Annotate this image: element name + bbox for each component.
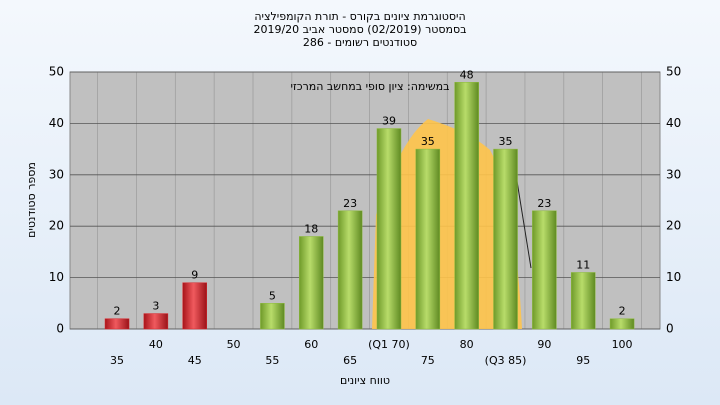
x-tick-label: 75: [421, 354, 435, 367]
x-tick-label: (Q3 85): [485, 354, 527, 367]
value-label: 3: [152, 300, 159, 313]
x-tick-label: 50: [227, 338, 241, 351]
y2-tick-label: 30: [666, 167, 681, 181]
bar: [143, 313, 169, 330]
value-label: 18: [304, 222, 318, 235]
bar: [104, 318, 130, 330]
x-tick-label: 45: [188, 354, 202, 367]
y2-tick-label: 50: [666, 65, 681, 79]
bar: [454, 82, 479, 330]
bar: [182, 282, 207, 330]
x-tick-label: 40: [149, 338, 163, 351]
y2-tick-label: 20: [666, 219, 681, 233]
x-tick-label: 80: [460, 338, 474, 351]
x-tick-label: 95: [576, 354, 590, 367]
y-tick-label: 40: [49, 116, 64, 130]
value-label: 11: [576, 258, 590, 271]
bar: [570, 272, 596, 330]
y-tick-label: 30: [49, 167, 64, 181]
x-tick-label: 90: [537, 338, 551, 351]
y2-tick-label: 10: [666, 270, 681, 284]
x-tick-label: 100: [612, 338, 633, 351]
value-label: 39: [382, 115, 396, 128]
value-label: 35: [499, 135, 513, 148]
x-tick-label: 35: [110, 354, 124, 367]
chart-subtitle: סטודנטים רשומים - 286: [303, 36, 417, 49]
bar: [299, 236, 324, 330]
value-label: 23: [343, 197, 357, 210]
value-label: 9: [191, 269, 198, 282]
value-label: 5: [269, 289, 276, 302]
bar: [376, 128, 402, 330]
value-label: 35: [421, 135, 435, 148]
annotation: במשימה: ציון סופי במחשב המרכזי: [290, 80, 449, 93]
value-label: 2: [619, 305, 626, 318]
bar: [260, 303, 285, 330]
value-label: 2: [114, 305, 121, 318]
x-tick-label: 55: [265, 354, 279, 367]
distribution-curve: [372, 119, 522, 329]
bar: [609, 318, 635, 330]
y-tick-label: 20: [49, 219, 64, 233]
y2-tick-label: 40: [666, 116, 681, 130]
grid: [70, 71, 660, 330]
chart-subtitle: בסמסטר (02/2019) סמסטר אביב 2019/20: [253, 23, 466, 36]
bar: [337, 210, 363, 330]
x-axis-label: טווח ציונים: [340, 374, 390, 387]
chart-title: היסטוגרמת ציונים בקורס - תורת הקומפילציה: [254, 10, 465, 23]
y2-tick-label: 0: [666, 322, 674, 336]
y-tick-label: 10: [49, 270, 64, 284]
x-tick-label: 60: [304, 338, 318, 351]
y-tick-label: 0: [56, 322, 64, 336]
x-tick-label: (Q1 70): [368, 338, 410, 351]
plot-area: [69, 71, 661, 330]
bar: [532, 210, 557, 330]
y-axis-label: מספר סטודנטים: [25, 162, 38, 238]
x-tick-label: 65: [343, 354, 357, 367]
bar: [493, 148, 518, 330]
bar: [415, 148, 441, 330]
value-label: 23: [537, 197, 551, 210]
value-label: 48: [460, 68, 474, 81]
y-tick-label: 50: [49, 65, 64, 79]
